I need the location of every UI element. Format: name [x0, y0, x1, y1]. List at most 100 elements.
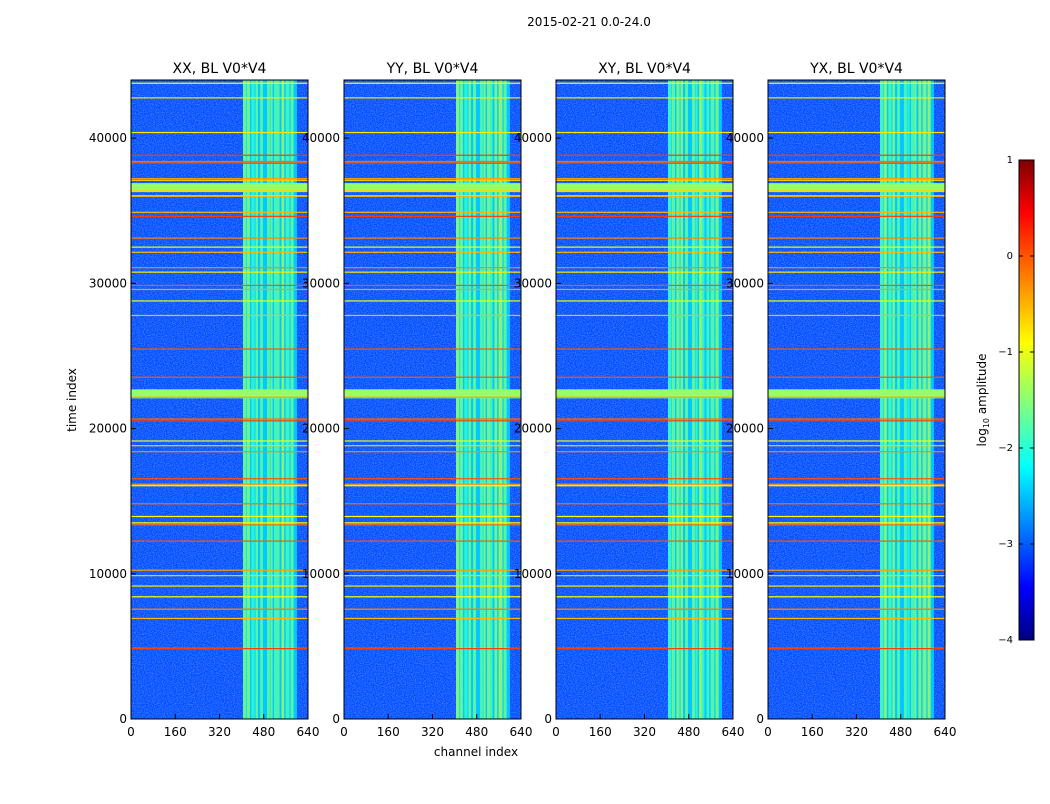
- heatmap-flag-line: [768, 503, 945, 505]
- heatmap-flag-line: [344, 131, 521, 134]
- heatmap-flag-line: [768, 440, 945, 442]
- heatmap-flag-line: [344, 451, 521, 453]
- heatmap-band-stripe: [927, 80, 931, 719]
- heatmap-band-stripe: [267, 80, 270, 719]
- heatmap-flag-line: [344, 503, 521, 505]
- heatmap-broadband-row: [131, 389, 308, 399]
- heatmap-flag-line: [344, 524, 521, 526]
- heatmap-band-stripe: [907, 80, 910, 719]
- heatmap-flag-line: [344, 162, 521, 164]
- x-tick-label: 640: [297, 725, 320, 739]
- heatmap-flag-line: [556, 515, 733, 518]
- heatmap-flag-line: [131, 617, 308, 620]
- y-tick-label: 30000: [514, 276, 552, 290]
- heatmap-flag-line: [768, 246, 945, 248]
- heatmap-band-stripe: [486, 80, 491, 719]
- heatmap-band-stripe: [888, 80, 892, 719]
- heatmap-flag-line: [768, 451, 945, 453]
- x-tick-label: 0: [340, 725, 348, 739]
- colorbar-tick-label: −1: [998, 347, 1013, 358]
- heatmap-flag-line: [768, 418, 945, 420]
- heatmap-band-stripe: [281, 80, 285, 719]
- y-tick-label: 20000: [89, 422, 127, 436]
- y-tick-label: 20000: [726, 422, 764, 436]
- heatmap-flag-line: [768, 211, 945, 213]
- heatmap-broadband-row: [768, 183, 945, 193]
- heatmap-broadband-row: [344, 183, 521, 193]
- x-tick-label: 160: [801, 725, 824, 739]
- heatmap-band-stripe: [246, 80, 250, 719]
- heatmap-flag-line: [768, 160, 945, 163]
- heatmap-flag-line: [131, 648, 308, 650]
- heatmap-band-stripe: [692, 80, 695, 719]
- heatmap-flag-line: [556, 648, 733, 650]
- x-tick-label: 160: [589, 725, 612, 739]
- heatmap-flag-line: [131, 288, 308, 291]
- colorbar: 1 0 −1 −2 −3 −4 log10 amplitude: [975, 155, 1035, 646]
- heatmap-band-stripe: [255, 80, 258, 719]
- heatmap-flag-line: [768, 540, 945, 542]
- heatmap-flag-line: [344, 179, 521, 181]
- heatmap-flag-line: [131, 569, 308, 571]
- y-tick-label: 0: [119, 712, 127, 726]
- heatmap-flag-line: [768, 483, 945, 485]
- heatmap-flag-line: [344, 608, 521, 610]
- heatmap-band-stripe: [702, 80, 705, 719]
- y-tick-label: 10000: [89, 567, 127, 581]
- x-tick-label: 160: [164, 725, 187, 739]
- heatmap-flag-line: [768, 271, 945, 273]
- y-tick-label: 10000: [302, 567, 340, 581]
- heatmap-flag-line: [556, 284, 733, 287]
- heatmap-flag-line: [768, 617, 945, 620]
- heatmap-flag-line: [131, 522, 308, 524]
- heatmap-flag-line: [131, 271, 308, 273]
- heatmap-band-stripe: [480, 80, 483, 719]
- heatmap-flag-line: [344, 418, 521, 420]
- heatmap-flag-line: [556, 418, 733, 420]
- x-tick-label: 160: [377, 725, 400, 739]
- heatmap-flag-line: [131, 478, 308, 480]
- heatmap-flag-line: [131, 585, 308, 587]
- heatmap-flag-line: [131, 420, 308, 422]
- heatmap-flag-line: [768, 445, 945, 447]
- heatmap-flag-line: [131, 524, 308, 526]
- heatmap-band-stripe: [270, 80, 273, 719]
- heatmap-flag-line: [556, 178, 733, 180]
- heatmap-flag-line: [556, 179, 733, 181]
- heatmap-flag-line: [131, 596, 308, 598]
- heatmap-flag-line: [344, 97, 521, 99]
- x-tick-label: 0: [127, 725, 135, 739]
- heatmap-flag-line: [556, 154, 733, 156]
- heatmap-flag-line: [768, 596, 945, 598]
- y-tick-label: 30000: [89, 276, 127, 290]
- heatmap-flag-line: [556, 267, 733, 269]
- heatmap-flag-line: [131, 440, 308, 442]
- heatmap-flag-line: [131, 284, 308, 287]
- heatmap-broadband-row: [556, 389, 733, 399]
- panel-4: YX, BL V0*V4 0 160 320 480 640 0 10000 20000 3000…: [726, 61, 957, 739]
- heatmap-band-stripe: [503, 80, 507, 719]
- heatmap-flag-line: [131, 190, 308, 192]
- heatmap-flag-line: [556, 485, 733, 487]
- heatmap-band-stripe: [710, 80, 715, 719]
- heatmap-flag-line: [556, 376, 733, 378]
- heatmap-flag-line: [344, 485, 521, 487]
- x-tick-label: 320: [208, 725, 231, 739]
- heatmap-flag-line: [768, 82, 945, 84]
- heatmap-flag-line: [768, 478, 945, 480]
- heatmap-flag-line: [344, 348, 521, 350]
- x-tick-label: 480: [677, 725, 700, 739]
- heatmap-flag-line: [344, 420, 521, 422]
- heatmap-flag-line: [768, 569, 945, 571]
- heatmap-flag-line: [344, 515, 521, 518]
- heatmap-flag-line: [556, 237, 733, 239]
- heatmap-flag-line: [344, 478, 521, 480]
- heatmap-flag-line: [131, 211, 308, 213]
- heatmap-flag-line: [556, 251, 733, 253]
- panel-title: XX, BL V0*V4: [173, 61, 267, 77]
- y-tick-label: 20000: [302, 422, 340, 436]
- heatmap-flag-line: [131, 131, 308, 134]
- heatmap-band-stripe: [922, 80, 927, 719]
- heatmap-flag-line: [131, 540, 308, 542]
